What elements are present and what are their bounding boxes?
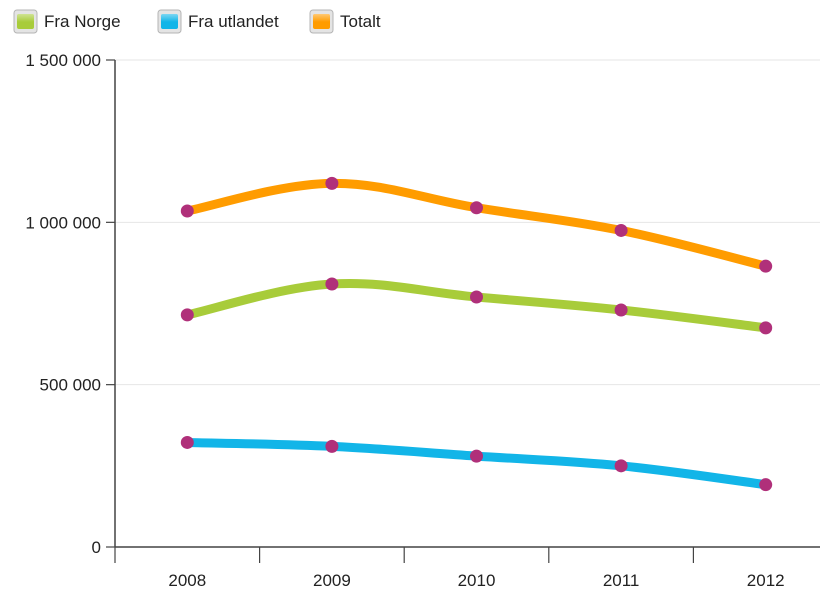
point-fra-norge-2011[interactable]	[614, 303, 628, 317]
legend-item-totalt[interactable]: Totalt	[309, 9, 381, 34]
series-line-fra-norge	[182, 279, 771, 333]
point-fra-utlandet-2008[interactable]	[180, 435, 194, 449]
legend-label-fra-norge: Fra Norge	[44, 12, 121, 31]
x-tick-label-2008: 2008	[168, 571, 206, 590]
data-markers	[180, 176, 773, 492]
gridlines	[115, 59, 820, 386]
legend-item-fra-norge[interactable]: Fra Norge	[13, 9, 121, 34]
y-tick-label: 500 000	[40, 376, 101, 395]
series-line-fra-utlandet	[182, 437, 771, 490]
x-tick-label-2010: 2010	[458, 571, 496, 590]
x-tick-label-2011: 2011	[603, 571, 640, 590]
x-tick-label-2012: 2012	[747, 571, 785, 590]
point-totalt-2009[interactable]	[325, 176, 339, 190]
legend-item-fra-utlandet[interactable]: Fra utlandet	[157, 9, 279, 34]
legend: Fra Norge Fra utlandet Totalt	[13, 9, 381, 34]
x-tick-label-2009: 2009	[313, 571, 351, 590]
legend-label-totalt: Totalt	[340, 12, 381, 31]
y-tick-label: 0	[92, 538, 101, 557]
point-fra-utlandet-2012[interactable]	[759, 478, 773, 492]
point-fra-norge-2012[interactable]	[759, 321, 773, 335]
point-totalt-2010[interactable]	[470, 201, 483, 215]
series-lines	[182, 178, 771, 490]
point-totalt-2011[interactable]	[614, 223, 628, 237]
point-fra-norge-2009[interactable]	[325, 277, 339, 291]
y-tick-label: 1 000 000	[25, 213, 101, 232]
point-totalt-2012[interactable]	[759, 259, 773, 273]
point-fra-norge-2010[interactable]	[470, 290, 483, 304]
point-totalt-2008[interactable]	[180, 204, 194, 218]
series-line-totalt	[182, 178, 771, 271]
point-fra-utlandet-2010[interactable]	[470, 449, 483, 463]
point-fra-norge-2008[interactable]	[180, 308, 194, 322]
axes: 0 500 000 1 000 000 1 500 000 2008 2009 2010 20…	[25, 51, 820, 590]
point-fra-utlandet-2011[interactable]	[614, 459, 628, 473]
legend-label-fra-utlandet: Fra utlandet	[188, 12, 279, 31]
y-tick-label: 1 500 000	[25, 51, 101, 70]
point-fra-utlandet-2009[interactable]	[325, 439, 339, 453]
